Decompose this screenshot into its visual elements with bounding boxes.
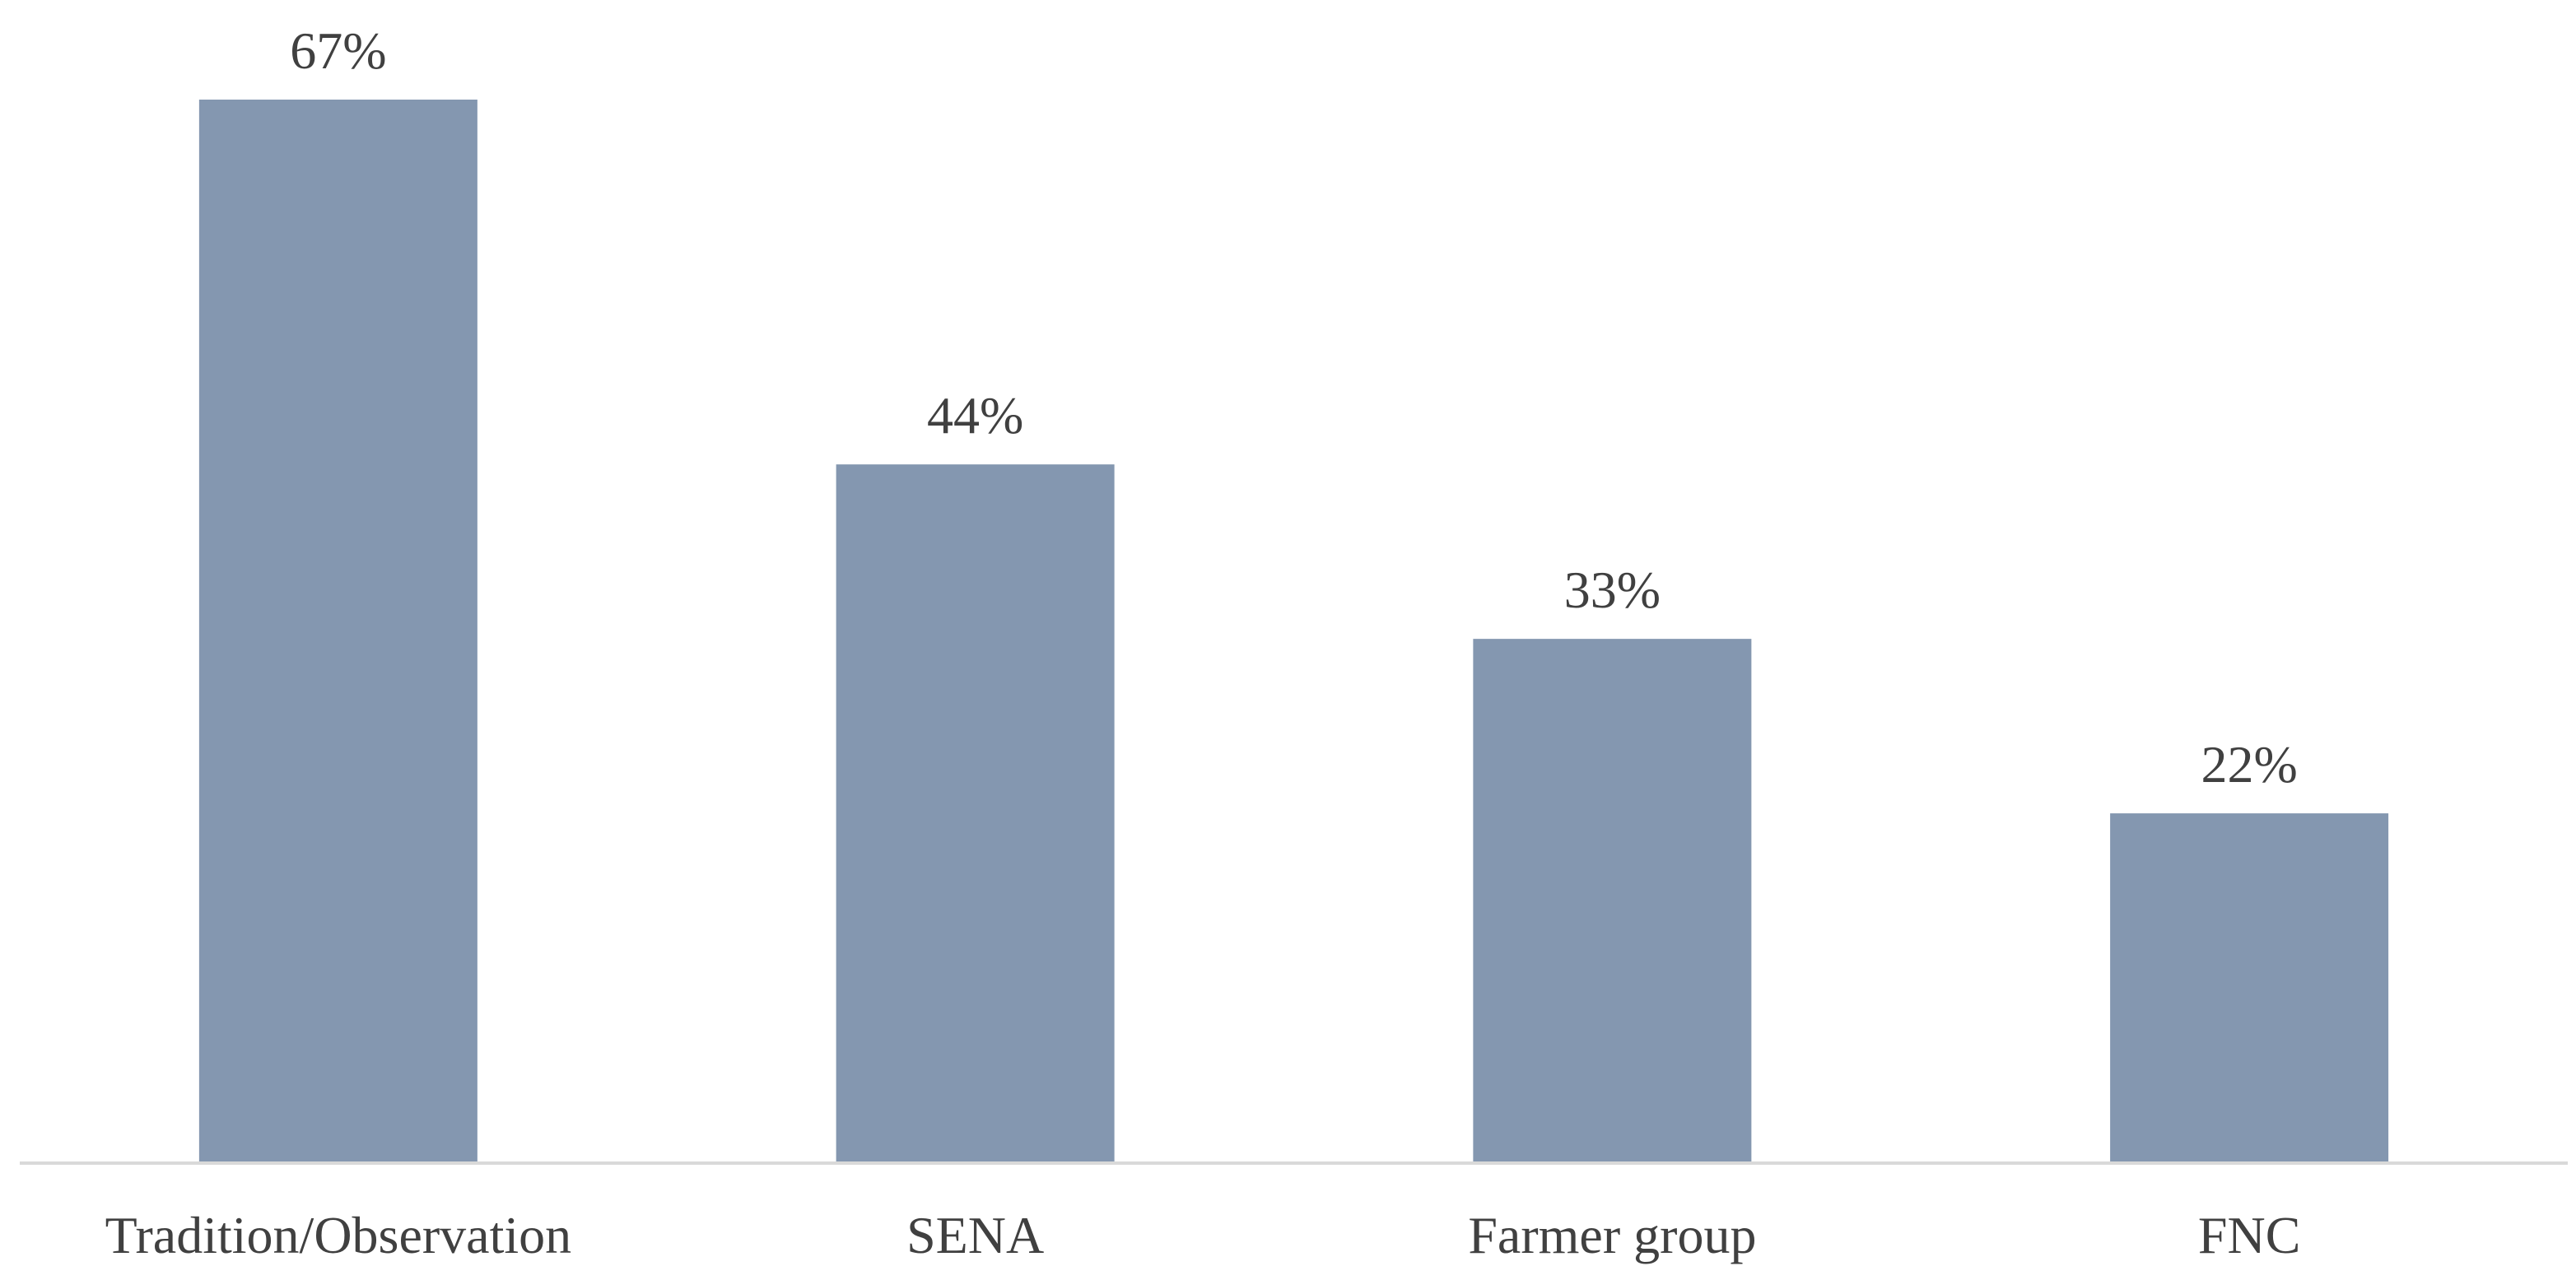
- bar-fnc: [2110, 813, 2389, 1162]
- data-label: 67%: [290, 21, 386, 80]
- value-labels-group: 67% 44% 33% 22%: [290, 21, 2298, 794]
- bar-farmer-group: [1473, 639, 1752, 1162]
- bar-tradition-observation: [198, 100, 477, 1162]
- bars-group: [198, 100, 2389, 1162]
- bar-sena: [836, 464, 1115, 1162]
- x-tick-label: Farmer group: [1468, 1206, 1756, 1264]
- x-tick-labels-group: Tradition/Observation SENA Farmer group FNC: [105, 1206, 2301, 1264]
- data-label: 44%: [927, 386, 1023, 445]
- data-label: 22%: [2201, 735, 2297, 794]
- x-tick-label: Tradition/Observation: [105, 1206, 572, 1264]
- x-tick-label: FNC: [2198, 1206, 2301, 1264]
- data-label: 33%: [1564, 561, 1661, 619]
- x-tick-label: SENA: [906, 1206, 1044, 1264]
